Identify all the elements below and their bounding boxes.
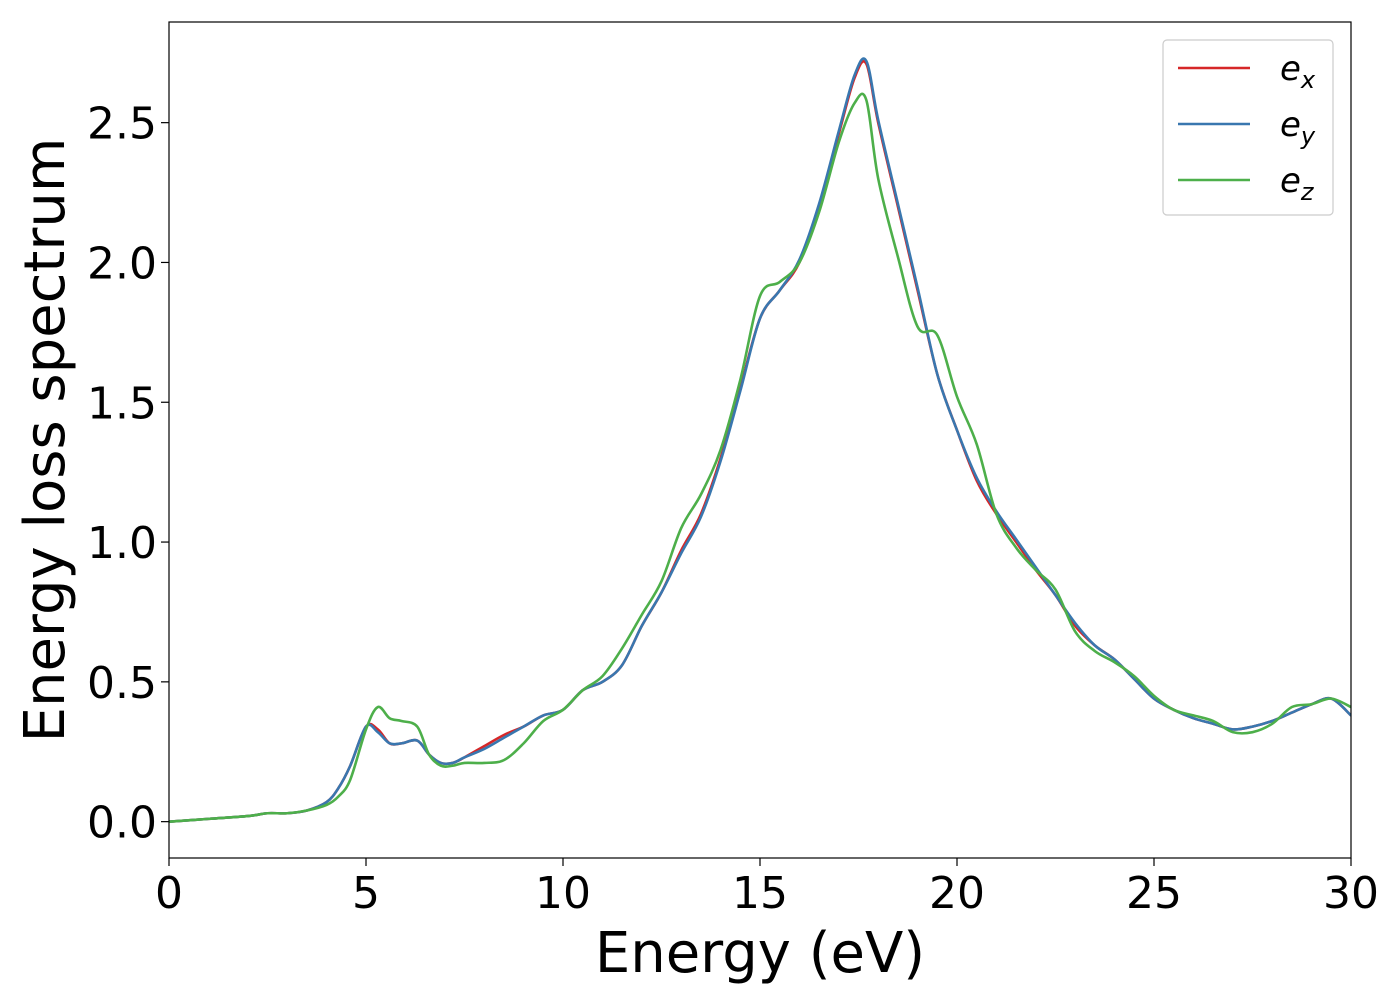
x-tick-label: 15 xyxy=(732,868,788,919)
y-tick-label: 2.0 xyxy=(87,238,157,289)
y-tick-label: 0.0 xyxy=(87,798,157,849)
y-tick-label: 1.5 xyxy=(87,378,157,429)
x-axis-label: Energy (eV) xyxy=(595,921,925,986)
legend-label-y: ey xyxy=(1280,105,1316,150)
series-line-y xyxy=(169,57,1351,823)
y-axis-ticks: 0.0 0.5 1.0 1.5 2.0 2.5 xyxy=(87,99,169,849)
legend-frame xyxy=(1162,39,1334,216)
y-tick-label: 1.0 xyxy=(87,518,157,569)
x-tick-label: 20 xyxy=(929,868,985,919)
x-tick-label: 25 xyxy=(1126,868,1182,919)
x-tick-label: 30 xyxy=(1323,868,1379,919)
x-tick-label: 10 xyxy=(535,868,591,919)
legend-label-x: ex xyxy=(1280,49,1316,94)
legend: ex ey ez xyxy=(1162,39,1334,216)
legend-label-z: ez xyxy=(1280,161,1315,206)
x-axis-ticks: 0 5 10 15 20 25 30 xyxy=(155,858,1379,919)
x-tick-label: 0 xyxy=(155,868,183,919)
series-layer xyxy=(169,57,1351,823)
series-line-z xyxy=(169,92,1351,823)
x-tick-label: 5 xyxy=(352,868,380,919)
y-axis-label: Energy loss spectrum xyxy=(13,138,78,743)
y-tick-label: 2.5 xyxy=(87,99,157,150)
y-tick-label: 0.5 xyxy=(87,658,157,709)
